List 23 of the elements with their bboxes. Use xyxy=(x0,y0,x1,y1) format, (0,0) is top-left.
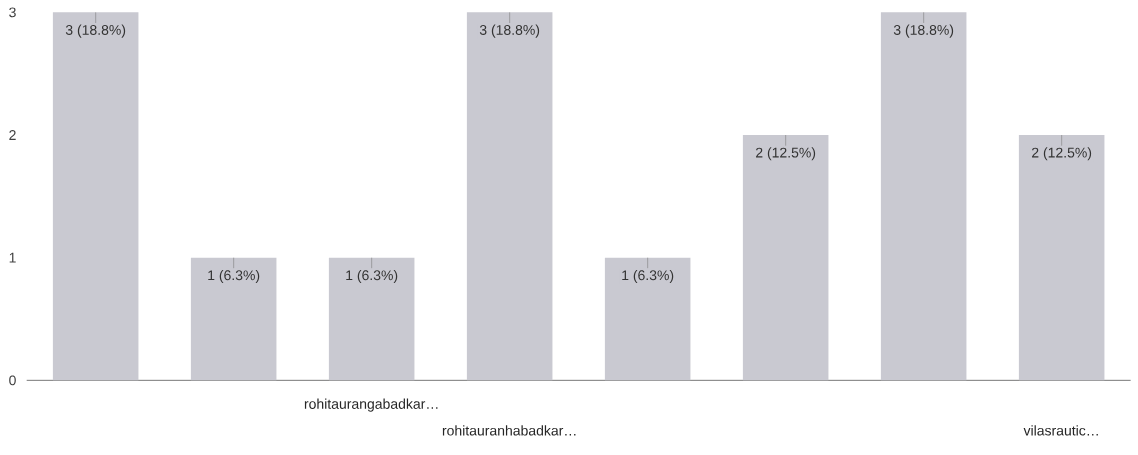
data-label: 1 (6.3%) xyxy=(346,269,398,283)
data-label: 3 (18.8%) xyxy=(893,24,954,38)
data-label: 3 (18.8%) xyxy=(65,24,126,38)
x-tick-label: vilasrautic… xyxy=(1023,425,1098,436)
y-tick-label: 2 xyxy=(9,130,16,140)
x-tick-label: rohitaurangabadkar… xyxy=(304,398,438,412)
data-label: 2 (12.5%) xyxy=(1032,147,1092,161)
data-label: 1 (6.3%) xyxy=(208,269,260,283)
x-tick-label: rohitauranhabadkar… xyxy=(442,425,576,436)
bar xyxy=(52,12,139,381)
bar xyxy=(742,135,829,381)
y-tick-label: 0 xyxy=(9,375,16,386)
y-tick-label: 3 xyxy=(9,7,16,18)
bar xyxy=(880,12,967,381)
y-tick-label: 1 xyxy=(9,252,16,263)
bar xyxy=(1018,135,1105,381)
data-label: 3 (18.8%) xyxy=(479,24,540,38)
bar xyxy=(604,257,691,381)
bar xyxy=(328,257,415,381)
bar xyxy=(466,12,553,381)
data-label: 2 (12.5%) xyxy=(756,147,816,161)
bar xyxy=(190,257,277,381)
data-label: 1 (6.3%) xyxy=(622,269,674,283)
